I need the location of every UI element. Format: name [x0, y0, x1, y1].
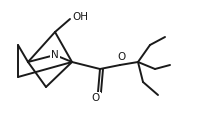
Text: N: N: [51, 50, 59, 60]
Text: O: O: [117, 52, 125, 62]
Text: O: O: [92, 93, 100, 103]
Text: OH: OH: [72, 12, 88, 22]
